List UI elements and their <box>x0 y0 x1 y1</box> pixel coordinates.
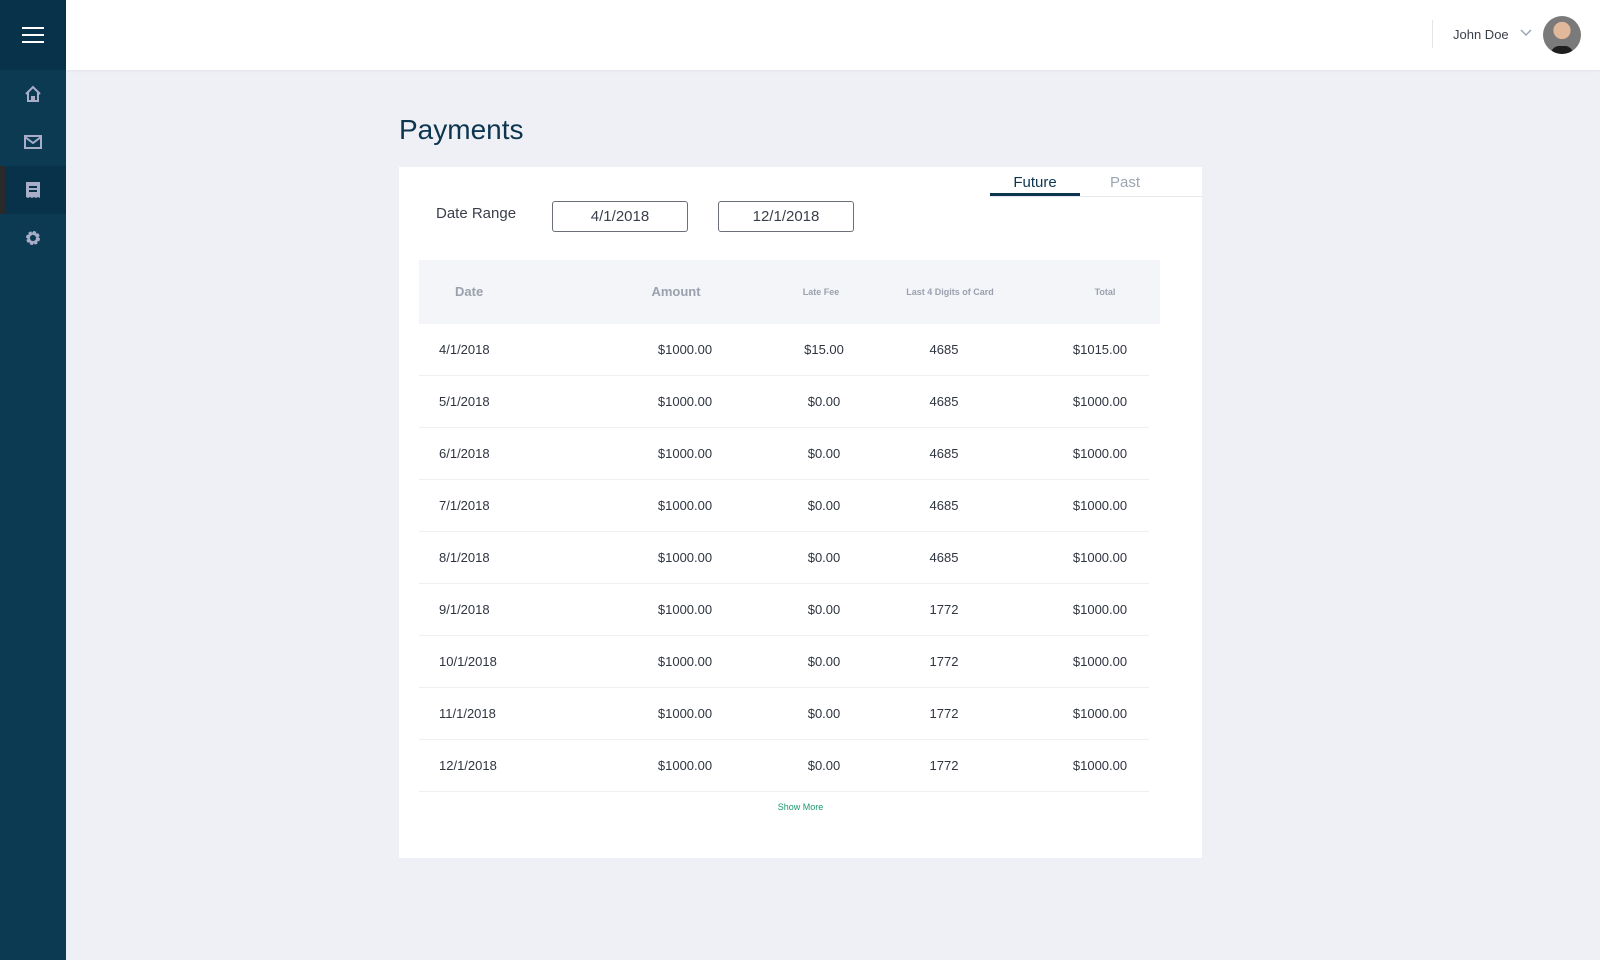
cell-total: $1000.00 <box>1072 446 1128 461</box>
date-range-label: Date Range <box>436 205 517 222</box>
cell-late-fee: $0.00 <box>807 758 841 773</box>
sidebar-item-payments[interactable] <box>0 166 66 214</box>
cell-card: 1772 <box>929 654 959 669</box>
col-amount: Amount <box>651 284 701 299</box>
tab-future[interactable]: Future <box>990 167 1080 196</box>
cell-late-fee: $0.00 <box>807 394 841 409</box>
cell-late-fee: $0.00 <box>807 446 841 461</box>
sidebar <box>0 0 66 960</box>
show-more-link[interactable]: Show More <box>777 802 824 812</box>
end-date-input[interactable] <box>718 201 854 232</box>
cell-amount: $1000.00 <box>657 758 713 773</box>
table-row: 11/1/2018 $1000.00 $0.00 1772 $1000.00 <box>419 688 1149 740</box>
tab-past[interactable]: Past <box>1109 174 1140 191</box>
chevron-down-icon[interactable] <box>1520 29 1532 37</box>
cell-card: 4685 <box>929 394 959 409</box>
payments-card: Future Past Date Range Date Amount Late … <box>399 167 1202 858</box>
col-late-fee: Late Fee <box>802 287 840 297</box>
sidebar-item-home[interactable] <box>0 70 66 118</box>
gear-icon <box>26 231 40 245</box>
cell-amount: $1000.00 <box>657 446 713 461</box>
sidebar-item-mail[interactable] <box>0 118 66 166</box>
mail-icon <box>24 135 42 149</box>
cell-date: 9/1/2018 <box>439 602 490 617</box>
cell-date: 8/1/2018 <box>439 550 490 565</box>
col-date: Date <box>455 284 484 299</box>
table-row: 8/1/2018 $1000.00 $0.00 4685 $1000.00 <box>419 532 1149 584</box>
table-row: 9/1/2018 $1000.00 $0.00 1772 $1000.00 <box>419 584 1149 636</box>
table-row: 10/1/2018 $1000.00 $0.00 1772 $1000.00 <box>419 636 1149 688</box>
cell-card: 4685 <box>929 446 959 461</box>
cell-total: $1015.00 <box>1072 342 1128 357</box>
cell-date: 7/1/2018 <box>439 498 490 513</box>
cell-amount: $1000.00 <box>657 394 713 409</box>
user-name[interactable]: John Doe <box>1453 27 1509 42</box>
sidebar-item-settings[interactable] <box>0 214 66 262</box>
cell-date: 10/1/2018 <box>439 654 497 669</box>
cell-date: 12/1/2018 <box>439 758 497 773</box>
table-row: 6/1/2018 $1000.00 $0.00 4685 $1000.00 <box>419 428 1149 480</box>
cell-total: $1000.00 <box>1072 394 1128 409</box>
cell-late-fee: $0.00 <box>807 550 841 565</box>
cell-total: $1000.00 <box>1072 654 1128 669</box>
cell-card: 4685 <box>929 498 959 513</box>
table-row: 5/1/2018 $1000.00 $0.00 4685 $1000.00 <box>419 376 1149 428</box>
table-row: 12/1/2018 $1000.00 $0.00 1772 $1000.00 <box>419 740 1149 792</box>
table-body: 4/1/2018 $1000.00 $15.00 4685 $1015.00 5/1/20… <box>419 324 1149 792</box>
table-row: 7/1/2018 $1000.00 $0.00 4685 $1000.00 <box>419 480 1149 532</box>
cell-card: 4685 <box>929 342 959 357</box>
hamburger-icon <box>22 27 44 43</box>
cell-late-fee: $0.00 <box>807 498 841 513</box>
cell-total: $1000.00 <box>1072 706 1128 721</box>
cell-card: 1772 <box>929 758 959 773</box>
cell-card: 1772 <box>929 602 959 617</box>
cell-date: 4/1/2018 <box>439 342 490 357</box>
cell-amount: $1000.00 <box>657 602 713 617</box>
top-header <box>66 0 1600 70</box>
tabs: Future Past <box>990 167 1202 197</box>
page-title: Payments <box>399 114 524 145</box>
cell-total: $1000.00 <box>1072 498 1128 513</box>
start-date-input[interactable] <box>552 201 688 232</box>
avatar[interactable] <box>1543 16 1581 54</box>
home-icon <box>25 85 41 102</box>
cell-amount: $1000.00 <box>657 550 713 565</box>
cell-total: $1000.00 <box>1072 550 1128 565</box>
cell-late-fee: $0.00 <box>807 602 841 617</box>
cell-amount: $1000.00 <box>657 342 713 357</box>
cell-card: 1772 <box>929 706 959 721</box>
cell-amount: $1000.00 <box>657 498 713 513</box>
table-row: 4/1/2018 $1000.00 $15.00 4685 $1015.00 <box>419 324 1149 376</box>
receipt-icon <box>26 182 40 198</box>
cell-date: 5/1/2018 <box>439 394 490 409</box>
cell-late-fee: $15.00 <box>804 342 844 357</box>
cell-card: 4685 <box>929 550 959 565</box>
col-card: Last 4 Digits of Card <box>906 287 994 297</box>
table-header: Date Amount Late Fee Last 4 Digits of Ca… <box>419 260 1160 324</box>
menu-button[interactable] <box>0 0 66 70</box>
cell-date: 6/1/2018 <box>439 446 490 461</box>
cell-amount: $1000.00 <box>657 706 713 721</box>
cell-amount: $1000.00 <box>657 654 713 669</box>
cell-total: $1000.00 <box>1072 758 1128 773</box>
cell-late-fee: $0.00 <box>807 706 841 721</box>
cell-date: 11/1/2018 <box>439 706 496 721</box>
cell-total: $1000.00 <box>1072 602 1128 617</box>
cell-late-fee: $0.00 <box>807 654 841 669</box>
header-divider <box>1432 20 1433 48</box>
col-total: Total <box>1094 287 1116 297</box>
